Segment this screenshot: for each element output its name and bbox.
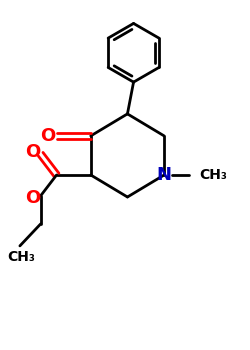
Text: O: O [25,189,40,207]
Text: CH₃: CH₃ [200,168,228,182]
Text: CH₃: CH₃ [7,250,35,264]
Text: O: O [40,127,55,145]
Text: O: O [25,143,40,161]
Text: N: N [156,166,172,184]
